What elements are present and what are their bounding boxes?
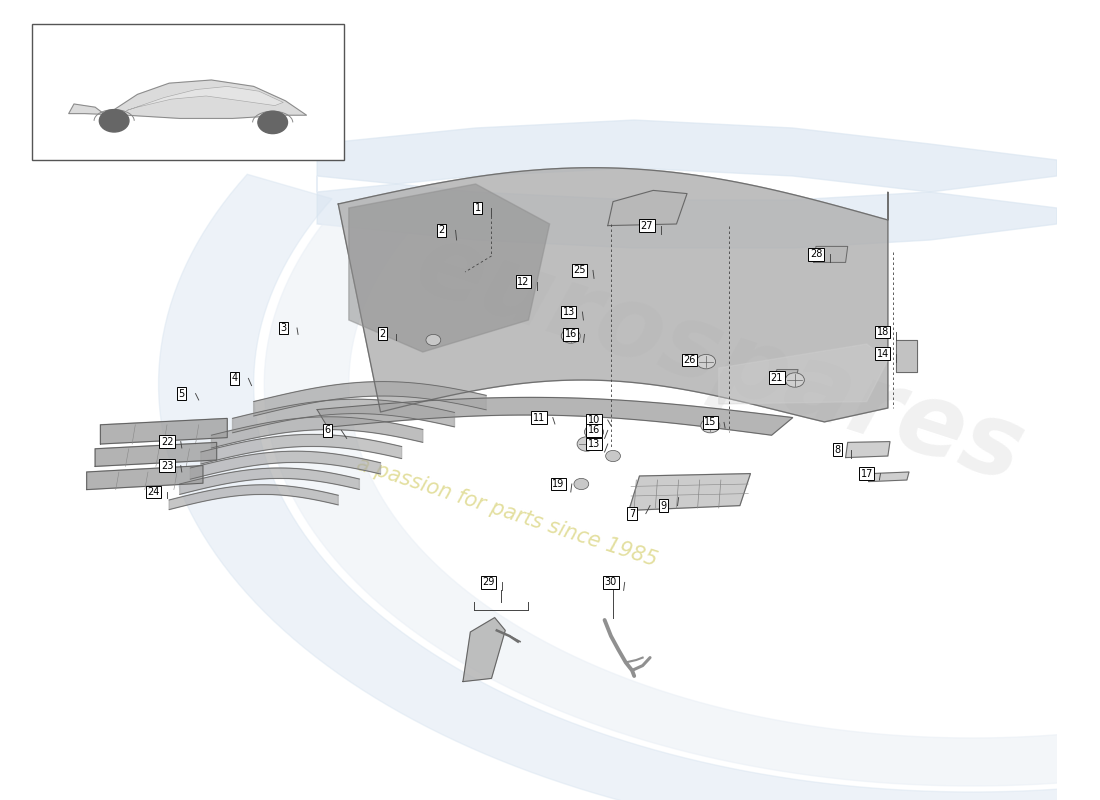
Text: 9: 9 <box>661 501 667 510</box>
Text: 25: 25 <box>573 266 585 275</box>
Polygon shape <box>158 174 1100 800</box>
Polygon shape <box>95 442 217 466</box>
Text: 3: 3 <box>280 323 286 333</box>
Text: eurospares: eurospares <box>403 216 1035 504</box>
Text: 11: 11 <box>532 413 546 422</box>
Text: 13: 13 <box>562 307 575 317</box>
Polygon shape <box>201 434 402 464</box>
Text: 27: 27 <box>640 221 653 230</box>
Text: 10: 10 <box>587 415 601 425</box>
Polygon shape <box>869 472 909 482</box>
Circle shape <box>99 110 129 132</box>
Polygon shape <box>264 202 1100 786</box>
Polygon shape <box>629 474 750 510</box>
Text: 5: 5 <box>178 389 185 398</box>
Text: a passion for parts since 1985: a passion for parts since 1985 <box>354 454 660 570</box>
Polygon shape <box>349 184 550 352</box>
Circle shape <box>785 373 804 387</box>
Polygon shape <box>773 370 798 384</box>
Polygon shape <box>190 451 381 479</box>
Polygon shape <box>179 468 360 494</box>
Text: 22: 22 <box>161 437 174 446</box>
Text: 12: 12 <box>517 277 529 286</box>
Polygon shape <box>338 168 888 422</box>
Polygon shape <box>100 418 228 444</box>
Text: 18: 18 <box>877 327 889 337</box>
Text: 2: 2 <box>379 329 386 338</box>
Polygon shape <box>814 246 848 262</box>
Polygon shape <box>317 120 1057 248</box>
Polygon shape <box>896 340 917 372</box>
Polygon shape <box>126 86 284 110</box>
Text: 16: 16 <box>564 330 576 339</box>
Text: 26: 26 <box>683 355 695 365</box>
Text: 30: 30 <box>605 578 617 587</box>
Polygon shape <box>608 190 688 226</box>
Text: 8: 8 <box>834 445 840 454</box>
Circle shape <box>574 478 589 490</box>
Text: 29: 29 <box>482 578 495 587</box>
Text: 4: 4 <box>232 374 238 383</box>
Polygon shape <box>254 382 486 416</box>
Text: 24: 24 <box>147 487 160 497</box>
Bar <box>32 24 343 160</box>
Text: 7: 7 <box>629 509 635 518</box>
Polygon shape <box>169 485 338 510</box>
Text: 15: 15 <box>704 418 716 427</box>
Polygon shape <box>87 466 202 490</box>
Circle shape <box>578 437 596 451</box>
Polygon shape <box>718 344 888 404</box>
Text: 17: 17 <box>860 469 873 478</box>
Polygon shape <box>232 399 454 433</box>
Text: 19: 19 <box>552 479 564 489</box>
Text: 14: 14 <box>877 349 889 358</box>
Circle shape <box>584 425 604 439</box>
Text: 28: 28 <box>810 250 822 259</box>
Text: 1: 1 <box>475 203 481 213</box>
Text: 23: 23 <box>161 461 173 470</box>
Polygon shape <box>463 618 505 682</box>
Circle shape <box>696 354 716 369</box>
Polygon shape <box>211 417 422 448</box>
Circle shape <box>606 450 620 462</box>
Circle shape <box>257 111 287 134</box>
Circle shape <box>426 334 441 346</box>
Polygon shape <box>68 80 307 118</box>
Circle shape <box>701 418 719 433</box>
Text: 6: 6 <box>324 426 331 435</box>
Text: 13: 13 <box>587 439 601 449</box>
Polygon shape <box>317 398 793 435</box>
Polygon shape <box>846 442 890 458</box>
Circle shape <box>561 329 581 343</box>
Text: 16: 16 <box>587 426 601 435</box>
Text: 2: 2 <box>439 226 444 235</box>
Text: 21: 21 <box>771 373 783 382</box>
